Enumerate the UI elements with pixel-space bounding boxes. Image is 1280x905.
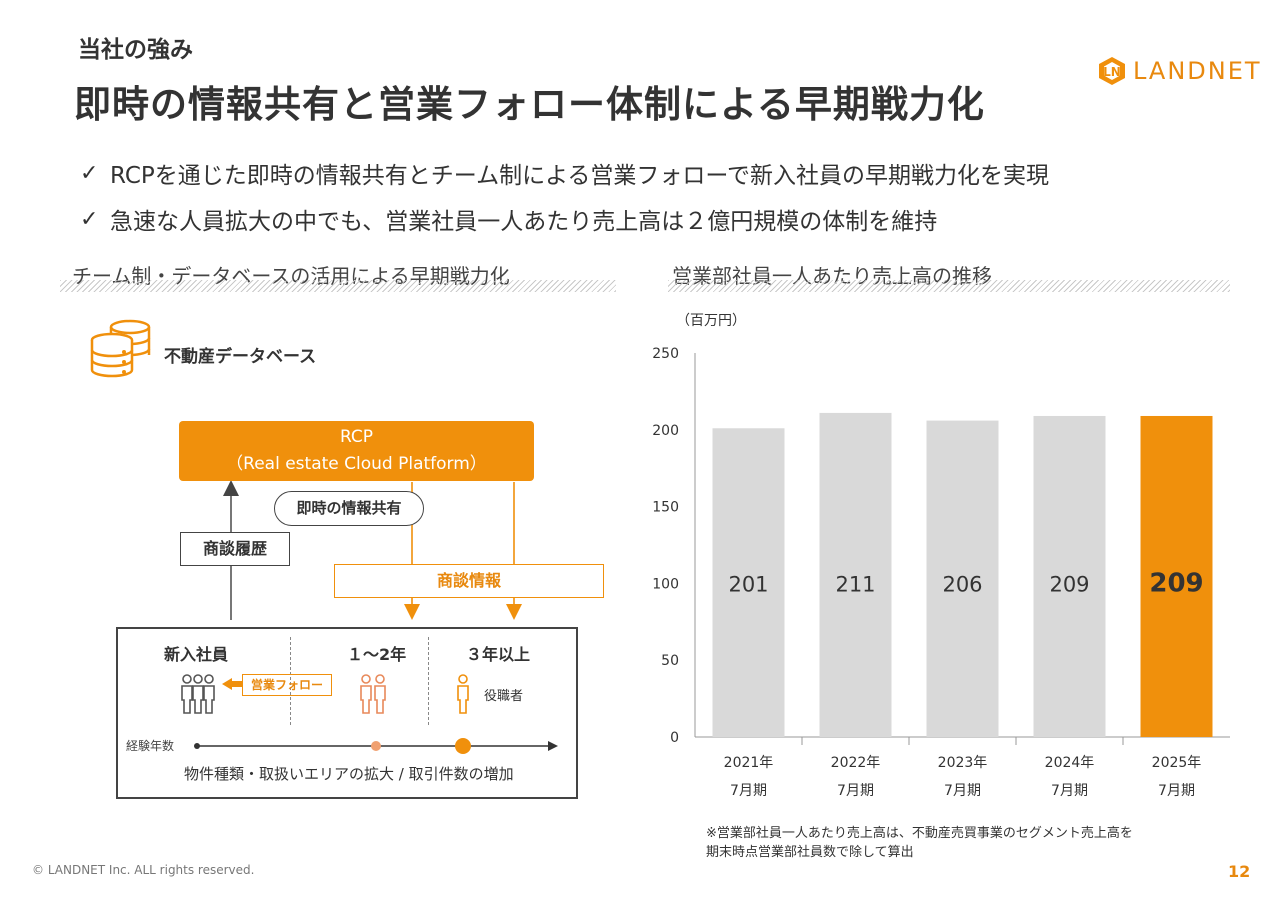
x-tick-label: 2025年 xyxy=(1152,755,1202,771)
rcp-subtitle: （Real estate Cloud Platform） xyxy=(226,454,487,474)
page-number: 12 xyxy=(1228,862,1251,881)
col-new-hire: 新入社員 xyxy=(164,645,229,664)
logo-text: LANDNET xyxy=(1133,57,1262,85)
bullet-text: RCPを通じた即時の情報共有とチーム制による営業フォローで新入社員の早期戦力化を… xyxy=(110,163,1050,189)
experience-axis xyxy=(194,738,558,754)
check-icon: ✓ xyxy=(80,206,99,232)
section-kicker: 当社の強み xyxy=(78,37,193,63)
column-divider xyxy=(290,637,291,725)
manager-icon xyxy=(457,674,469,714)
new-hires-group-icon xyxy=(181,674,215,714)
follow-arrow-icon xyxy=(222,678,242,690)
bar xyxy=(712,428,785,737)
bullet-item: ✓ RCPを通じた即時の情報共有とチーム制による営業フォローで新入社員の早期戦力… xyxy=(80,150,1049,196)
bullet-list: ✓ RCPを通じた即時の情報共有とチーム制による営業フォローで新入社員の早期戦力… xyxy=(80,150,1049,242)
column-divider xyxy=(428,637,429,725)
logo-mark-icon: LN xyxy=(1099,57,1125,85)
right-section-underline xyxy=(668,280,1230,292)
expansion-label: 物件種類・取扱いエリアの拡大 / 取引件数の増加 xyxy=(184,765,514,783)
sales-history-box: 商談履歴 xyxy=(180,532,290,566)
x-tick-label: 2024年 xyxy=(1045,755,1095,771)
rcp-box: RCP （Real estate Cloud Platform） xyxy=(179,421,534,481)
col-1-2-years: １～2年 xyxy=(347,645,407,664)
y-tick-label: 150 xyxy=(652,500,679,516)
chart-footnote: ※営業部社員一人あたり売上高は、不動産売買事業のセグメント売上高を 期末時点営業… xyxy=(706,824,1133,862)
x-tick-label: 7月期 xyxy=(1158,783,1195,799)
bar-value-label: 211 xyxy=(835,572,875,596)
rcp-title: RCP xyxy=(339,427,374,447)
bar-value-label: 201 xyxy=(728,572,768,596)
bar xyxy=(819,412,892,737)
y-tick-label: 100 xyxy=(652,576,679,592)
sales-info-box: 商談情報 xyxy=(334,564,604,598)
experience-axis-label: 経験年数 xyxy=(126,739,175,753)
bar-value-label: 206 xyxy=(942,572,982,596)
page-title: 即時の情報共有と営業フォロー体制による早期戦力化 xyxy=(74,83,985,126)
team-box: 新入社員 １～2年 ３年以上 役職者 営業フォロー 経験年数 物件種類・取扱 xyxy=(116,627,578,799)
x-tick-label: 7月期 xyxy=(944,783,981,799)
database-icon xyxy=(90,319,151,378)
y-tick-label: 0 xyxy=(670,730,679,746)
y-tick-label: 250 xyxy=(652,346,679,362)
sales-follow-tag: 営業フォロー xyxy=(242,674,332,696)
junior-pair-icon xyxy=(360,674,386,714)
x-tick-label: 2021年 xyxy=(724,755,774,771)
company-logo: LN LANDNET xyxy=(1097,56,1262,86)
footnote-line: 期末時点営業部社員数で除して算出 xyxy=(706,845,914,860)
left-section-underline xyxy=(60,280,616,292)
x-tick-label: 7月期 xyxy=(730,783,767,799)
y-tick-label: 200 xyxy=(652,423,679,439)
x-tick-label: 2022年 xyxy=(831,755,881,771)
footnote-line: ※営業部社員一人あたり売上高は、不動産売買事業のセグメント売上高を xyxy=(706,826,1133,841)
database-label: 不動産データベース xyxy=(164,347,317,367)
col-3-years-plus: ３年以上 xyxy=(466,645,531,664)
x-tick-label: 7月期 xyxy=(1051,783,1088,799)
manager-label: 役職者 xyxy=(484,689,524,704)
x-tick-label: 2023年 xyxy=(938,755,988,771)
bar xyxy=(1033,415,1106,737)
bullet-text: 急速な人員拡大の中でも、営業社員一人あたり売上高は２億円規模の体制を維持 xyxy=(110,209,938,235)
check-icon: ✓ xyxy=(80,160,99,186)
bar xyxy=(926,420,999,737)
y-tick-label: 50 xyxy=(661,653,679,669)
instant-share-badge: 即時の情報共有 xyxy=(274,491,424,526)
x-tick-label: 7月期 xyxy=(837,783,874,799)
bar-value-label: 209 xyxy=(1049,572,1089,596)
chart-unit-label: （百万円） xyxy=(676,313,746,329)
svg-text:LN: LN xyxy=(1103,65,1121,79)
bar-value-label: 209 xyxy=(1149,568,1203,598)
bullet-item: ✓ 急速な人員拡大の中でも、営業社員一人あたり売上高は２億円規模の体制を維持 xyxy=(80,196,1049,242)
copyright-text: © LANDNET Inc. ALL rights reserved. xyxy=(32,863,255,877)
per-employee-sales-chart: 0 50 100 150 200 250 201 2021年 7月期 211 2022年 7月期 206… xyxy=(652,346,1230,799)
bar xyxy=(1140,415,1213,737)
